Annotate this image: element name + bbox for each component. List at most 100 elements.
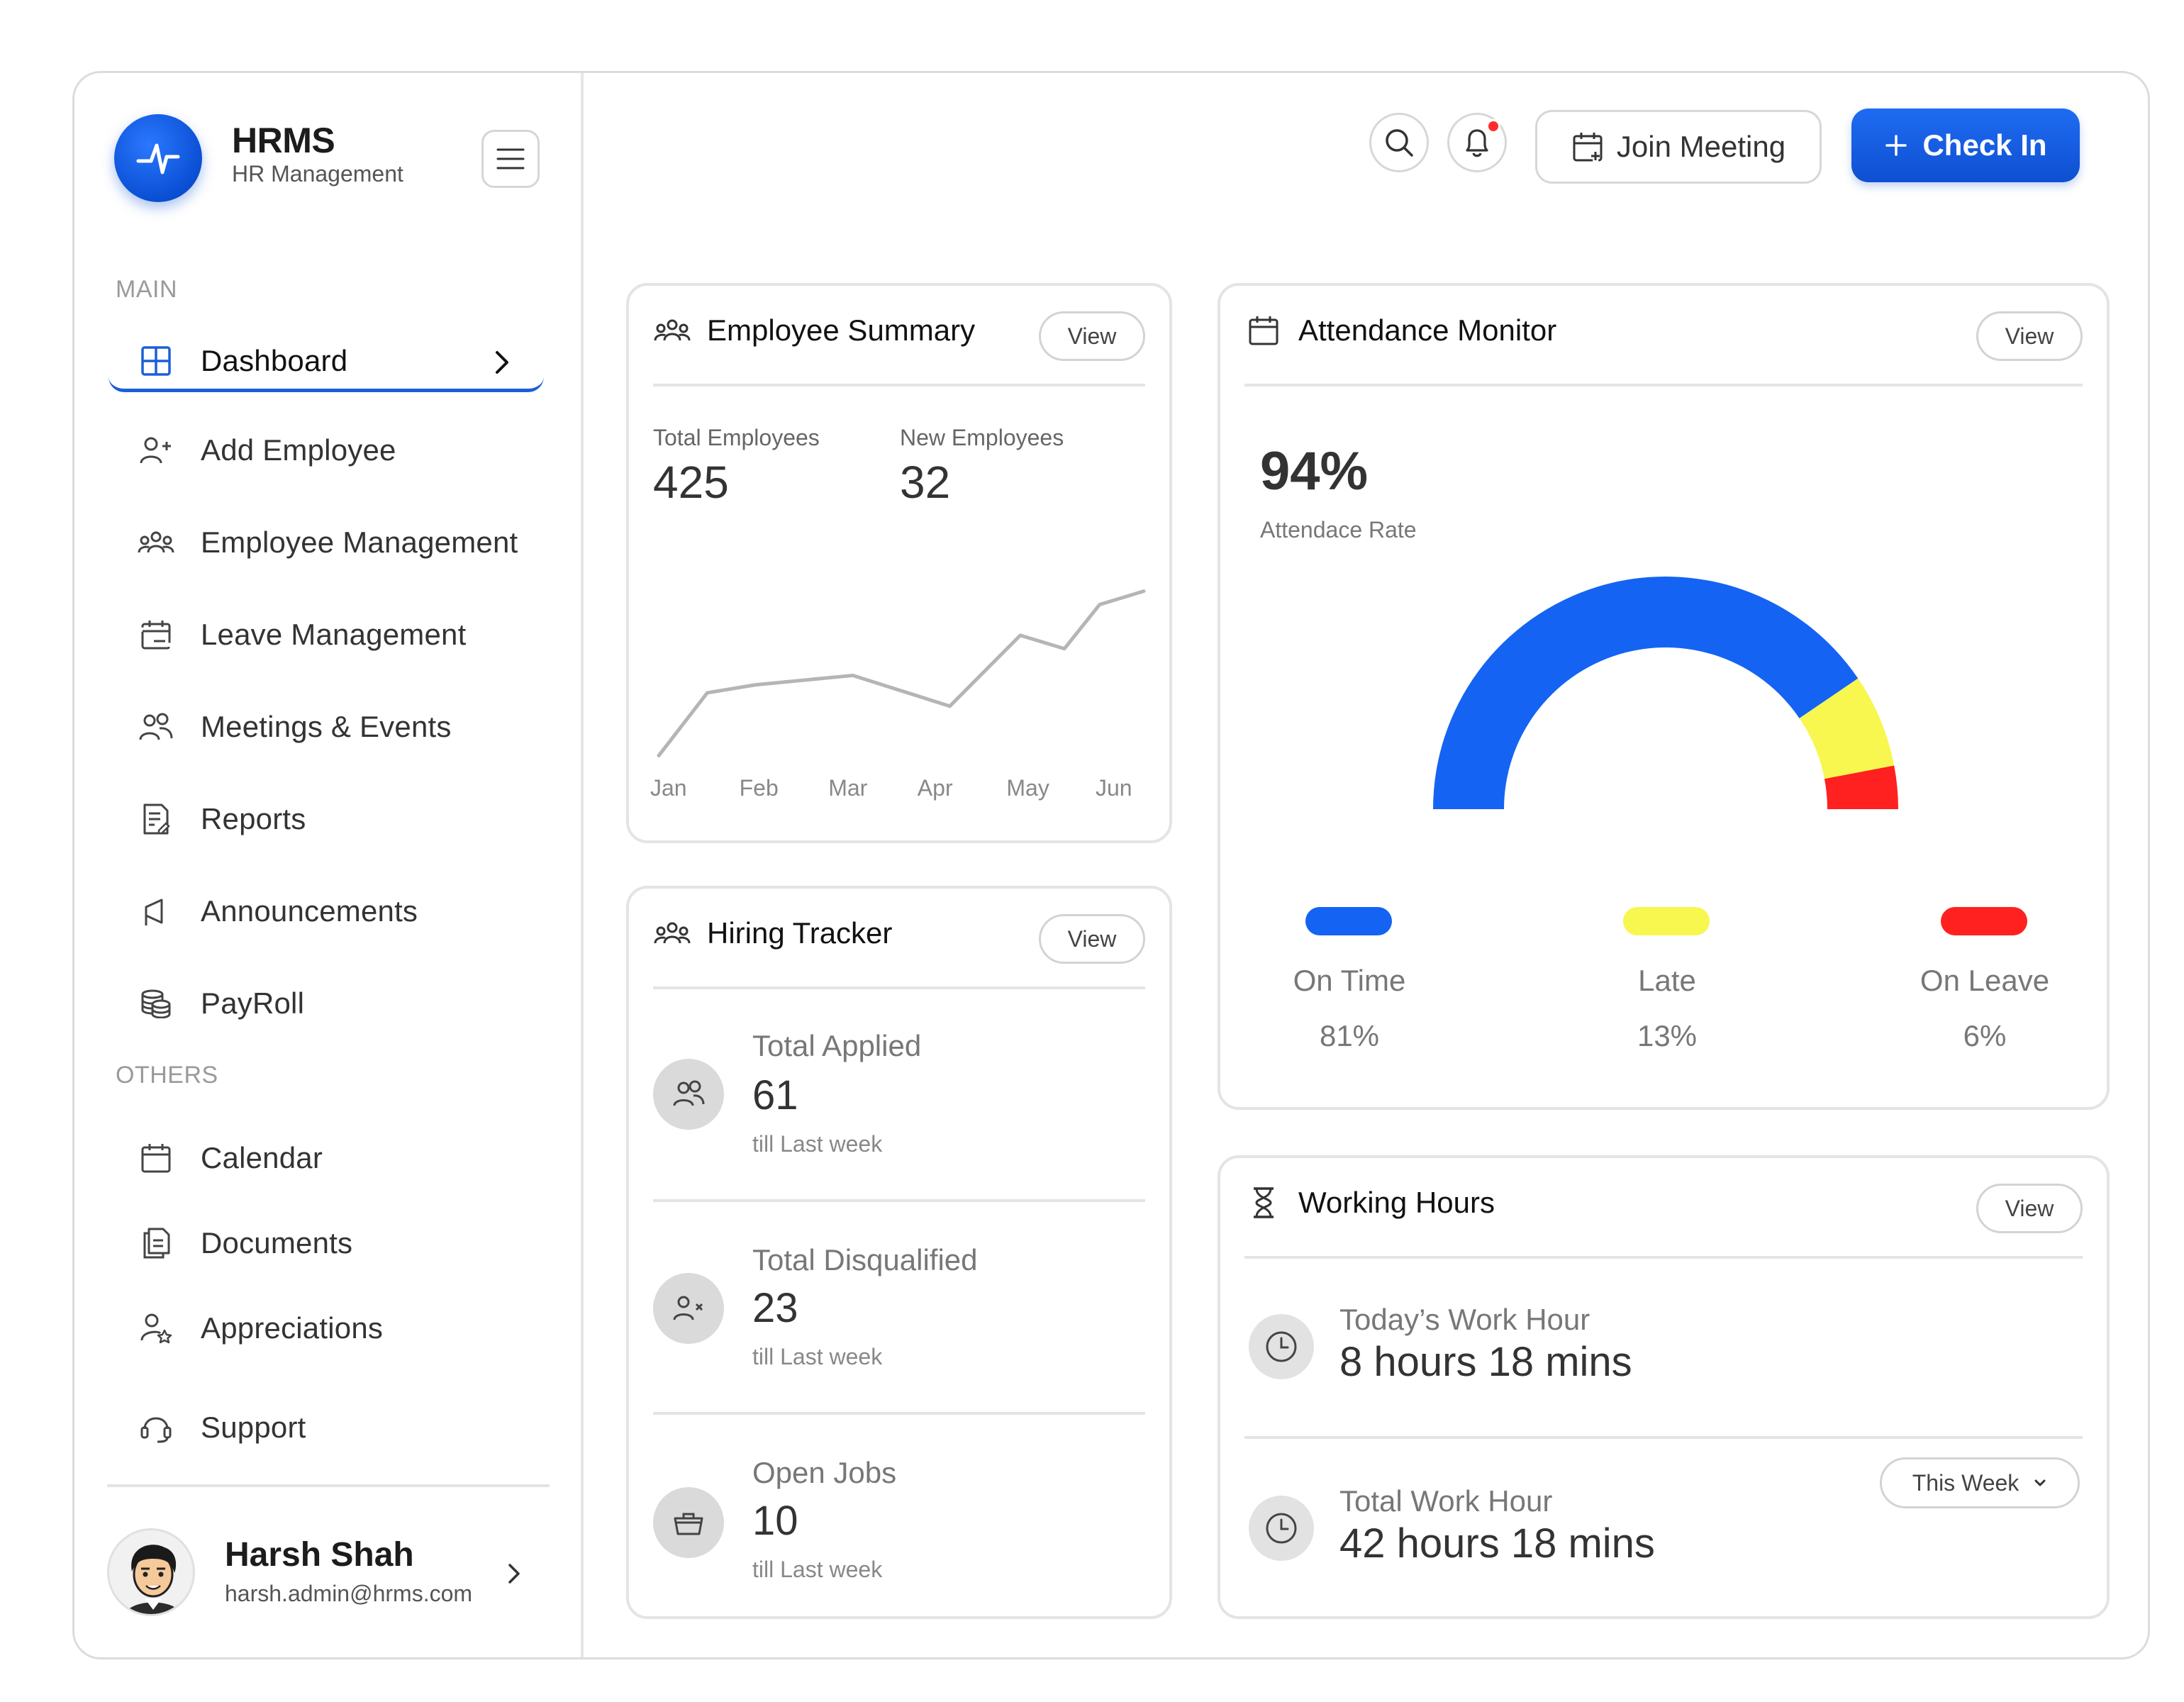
sidebar-item-label: PayRoll xyxy=(201,986,305,1020)
coins-icon xyxy=(137,984,175,1023)
legend-swatch-on-leave xyxy=(1941,907,2027,935)
join-meeting-button[interactable]: Join Meeting xyxy=(1535,110,1822,184)
hiring-row-sub: till Last week xyxy=(752,1344,883,1369)
hiring-row-value: 23 xyxy=(752,1285,798,1331)
sidebar-item-add-employee[interactable]: Add Employee xyxy=(108,421,544,480)
today-work-hour-value: 8 hours 18 mins xyxy=(1339,1339,1632,1385)
chevron-down-icon xyxy=(2034,1479,2046,1486)
chevron-right-icon[interactable] xyxy=(504,1559,525,1591)
sidebar-item-dashboard[interactable]: Dashboard xyxy=(108,333,544,392)
hiring-tracker-card: Hiring Tracker View Total Applied 61 til… xyxy=(626,886,1172,1619)
grid-icon xyxy=(137,342,175,380)
avatar[interactable] xyxy=(107,1528,195,1616)
legend-value-on-time: 81% xyxy=(1319,1019,1380,1052)
plus-icon xyxy=(1885,135,1907,156)
x-tick-label: Jun xyxy=(1096,775,1132,801)
attendance-monitor-card: Attendance Monitor View 94% Attendace Ra… xyxy=(1218,283,2110,1110)
clock-icon xyxy=(1249,1314,1314,1379)
legend-swatch-late xyxy=(1623,907,1710,935)
sidebar-item-label: Announcements xyxy=(201,894,418,928)
hourglass-icon xyxy=(1244,1184,1283,1222)
bell-icon xyxy=(1466,129,1488,157)
hiring-row-value: 10 xyxy=(752,1498,798,1544)
today-work-hour-label: Today’s Work Hour xyxy=(1339,1303,1590,1336)
total-work-hour-label: Total Work Hour xyxy=(1339,1484,1553,1518)
view-button[interactable]: View xyxy=(1976,1184,2083,1233)
users-icon xyxy=(137,708,175,746)
card-title: Attendance Monitor xyxy=(1298,313,1557,347)
sidebar-item-meetings-events[interactable]: Meetings & Events xyxy=(108,697,544,757)
sidebar-item-label: Calendar xyxy=(201,1141,323,1174)
chart-series-line xyxy=(657,589,1146,758)
sidebar-item-calendar[interactable]: Calendar xyxy=(108,1128,544,1188)
period-select[interactable]: This Week xyxy=(1880,1457,2080,1508)
legend-label-late: Late xyxy=(1638,964,1696,997)
search-button[interactable] xyxy=(1369,113,1429,172)
profile-email: harsh.admin@hrms.com xyxy=(225,1581,473,1606)
sidebar-item-documents[interactable]: Documents xyxy=(108,1213,544,1273)
section-label-others: OTHERS xyxy=(116,1062,218,1089)
hiring-row-value: 61 xyxy=(752,1072,798,1118)
divider xyxy=(1244,1436,2083,1439)
period-select-value: This Week xyxy=(1912,1469,2019,1496)
report-icon xyxy=(137,800,175,838)
gauge-segment-late xyxy=(1799,678,1895,779)
sidebar-item-label: Appreciations xyxy=(201,1311,384,1345)
sidebar-item-payroll[interactable]: PayRoll xyxy=(108,974,544,1033)
sidebar-item-label: Add Employee xyxy=(201,433,396,467)
headset-icon xyxy=(137,1408,175,1447)
user-x-icon xyxy=(653,1273,724,1344)
sidebar-item-employee-management[interactable]: Employee Management xyxy=(108,513,544,572)
notifications-button[interactable] xyxy=(1447,113,1507,172)
notification-dot xyxy=(1486,119,1500,133)
view-button[interactable]: View xyxy=(1039,311,1145,361)
card-title: Employee Summary xyxy=(707,313,976,347)
hamburger-icon xyxy=(496,148,525,169)
check-in-button[interactable]: Check In xyxy=(1851,109,2080,182)
sidebar-item-support[interactable]: Support xyxy=(108,1398,544,1457)
sidebar-item-label: Leave Management xyxy=(201,618,467,651)
view-button[interactable]: View xyxy=(1039,914,1145,964)
sidebar-item-label: Employee Management xyxy=(201,525,518,559)
section-label-main: MAIN xyxy=(116,276,177,303)
app-frame: HRMS HR Management MAIN Dashboard Add Em… xyxy=(72,71,2150,1659)
sidebar-item-appreciations[interactable]: Appreciations xyxy=(108,1298,544,1358)
clock-icon xyxy=(1249,1496,1314,1561)
user-plus-icon xyxy=(137,431,175,469)
legend-value-late: 13% xyxy=(1637,1019,1698,1052)
brand-subtitle: HR Management xyxy=(232,161,403,187)
menu-toggle-button[interactable] xyxy=(481,130,540,188)
users-group-icon xyxy=(653,311,691,350)
briefcase-icon xyxy=(653,1487,724,1558)
megaphone-icon xyxy=(137,892,175,930)
attendance-rate-label: Attendace Rate xyxy=(1260,517,1417,543)
users-group-icon xyxy=(137,523,175,562)
hiring-row-disqualified: Total Disqualified 23 till Last week xyxy=(653,1202,1145,1415)
hiring-row-sub: till Last week xyxy=(752,1131,883,1157)
users-icon xyxy=(653,1059,724,1130)
join-meeting-label: Join Meeting xyxy=(1616,130,1786,163)
view-button[interactable]: View xyxy=(1976,311,2083,361)
hiring-row-open-jobs: Open Jobs 10 till Last week xyxy=(653,1415,1145,1628)
x-tick-label: Apr xyxy=(917,775,953,801)
calendar-icon xyxy=(1244,311,1283,350)
sidebar-item-announcements[interactable]: Announcements xyxy=(108,881,544,941)
attendance-gauge-chart xyxy=(1433,577,1898,809)
hiring-row-title: Total Applied xyxy=(752,1029,922,1062)
profile-name: Harsh Shah xyxy=(225,1536,414,1574)
hiring-row-sub: till Last week xyxy=(752,1557,883,1582)
sidebar-item-leave-management[interactable]: Leave Management xyxy=(108,605,544,664)
total-employees-value: 425 xyxy=(653,457,729,508)
brand-title: HRMS xyxy=(232,121,335,160)
check-in-label: Check In xyxy=(1922,128,2047,162)
new-employees-label: New Employees xyxy=(900,425,1064,450)
chevron-right-icon xyxy=(491,348,513,380)
card-title: Hiring Tracker xyxy=(707,916,893,950)
sidebar-item-label: Support xyxy=(201,1411,306,1444)
sidebar-item-reports[interactable]: Reports xyxy=(108,789,544,849)
calendar-icon xyxy=(137,1139,175,1177)
hiring-row-title: Total Disqualified xyxy=(752,1243,978,1276)
calendar-minus-icon xyxy=(137,616,175,654)
attendance-rate-value: 94% xyxy=(1260,441,1369,501)
sidebar-item-label: Meetings & Events xyxy=(201,710,452,743)
